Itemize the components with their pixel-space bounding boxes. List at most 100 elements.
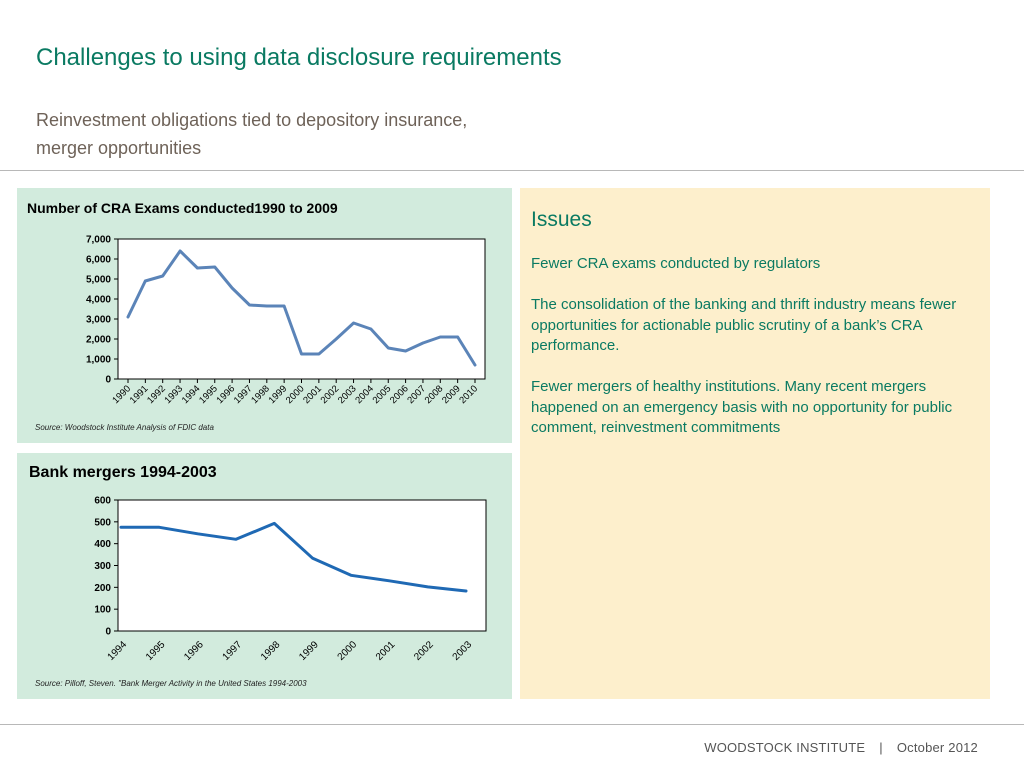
y-tick-label: 0	[105, 627, 111, 638]
x-tick-label: 2003	[336, 383, 359, 406]
x-tick-label: 1994	[106, 639, 130, 663]
x-tick-label: 2002	[412, 639, 436, 663]
y-tick-label: 1,000	[86, 355, 111, 366]
x-tick-label: 1990	[110, 383, 133, 406]
y-tick-label: 7,000	[86, 235, 111, 246]
data-point	[456, 335, 459, 339]
y-tick-label: 600	[94, 496, 111, 507]
x-tick-label: 1993	[162, 383, 185, 406]
data-point	[119, 526, 123, 529]
data-point	[317, 352, 321, 356]
data-point	[126, 315, 130, 319]
y-tick-label: 500	[94, 517, 111, 528]
y-tick-label: 5,000	[86, 275, 111, 286]
data-point	[311, 557, 314, 560]
page-subtitle: Reinvestment obligations tied to deposit…	[36, 106, 556, 162]
data-point	[144, 279, 147, 283]
x-tick-label: 1992	[145, 383, 168, 406]
x-tick-label: 2003	[451, 639, 475, 663]
bank-mergers-chart: 0 100 200 300 400 500 600 1994 1995 1996 1997 1998 1…	[94, 496, 487, 663]
issue-item: Fewer mergers of healthy institutions. M…	[531, 378, 953, 436]
x-tick-label: 1997	[221, 639, 245, 663]
data-point	[248, 303, 251, 307]
y-tick-label: 100	[94, 605, 111, 616]
x-tick-label: 1997	[232, 383, 255, 406]
x-tick-label: 2002	[319, 383, 342, 406]
data-point	[349, 574, 353, 577]
footer-date: October 2012	[896, 740, 978, 755]
x-tick-label: 2006	[388, 383, 411, 406]
footer-separator: |	[879, 740, 883, 755]
data-point	[161, 274, 164, 278]
data-point	[234, 538, 238, 541]
y-tick-label: 300	[94, 561, 111, 572]
data-point	[388, 579, 391, 582]
issues-heading: Issues	[531, 208, 592, 231]
data-point	[464, 589, 468, 593]
x-tick-label: 2004	[353, 383, 376, 406]
data-point	[421, 341, 425, 345]
data-point	[213, 265, 216, 269]
series-line	[119, 521, 468, 593]
x-tick-label: 2000	[336, 639, 360, 663]
x-tick-label: 2005	[371, 383, 394, 406]
data-point	[473, 363, 477, 367]
data-point	[196, 532, 199, 536]
issues-panel: Issues Fewer CRA exams conducted by regu…	[520, 188, 990, 699]
x-tick-label: 1998	[259, 639, 283, 663]
y-tick-label: 6,000	[86, 255, 111, 266]
x-tick-label: 1995	[144, 639, 168, 663]
footer-org: WOODSTOCK INSTITUTE	[704, 740, 866, 755]
data-point	[439, 335, 442, 339]
subtitle-line-2: merger opportunities	[36, 138, 202, 158]
x-tick-label: 2009	[440, 383, 463, 406]
y-tick-label: 4,000	[86, 295, 111, 306]
y-tick-label: 200	[94, 583, 111, 594]
x-tick-label: 1998	[249, 383, 272, 406]
y-tick-label: 0	[105, 375, 111, 386]
x-tick-label: 1996	[214, 383, 237, 406]
y-tick-label: 400	[94, 539, 111, 550]
data-point	[282, 304, 286, 308]
bank-mergers-chart-panel: Bank mergers 1994-2003 0 100 200 300 400 500 6…	[17, 453, 512, 699]
x-tick-label: 2001	[374, 639, 398, 663]
x-tick-label: 1996	[182, 639, 206, 663]
x-tick-label: 1999	[267, 383, 290, 406]
data-point	[369, 327, 373, 331]
data-point	[230, 286, 234, 290]
data-point	[335, 337, 338, 341]
data-point	[352, 321, 355, 325]
page-title: Challenges to using data disclosure requ…	[36, 44, 562, 71]
x-tick-label: 1999	[297, 639, 321, 663]
issue-item: Fewer CRA exams conducted by regulators	[531, 255, 821, 272]
y-tick-label: 2,000	[86, 335, 111, 346]
x-tick-label: 1995	[197, 383, 220, 406]
data-point	[404, 349, 407, 353]
x-tick-label: 2007	[405, 383, 428, 406]
bank-mergers-chart-source: Source: Pilloff, Steven. "Bank Merger Ac…	[35, 679, 307, 688]
x-tick-label: 2000	[284, 383, 307, 406]
data-point	[158, 526, 161, 529]
issues-body: Fewer CRA exams conducted by regulators …	[531, 254, 981, 459]
cra-exams-chart-title: Number of CRA Exams conducted1990 to 200…	[27, 200, 338, 216]
data-point	[265, 304, 268, 308]
cra-exams-chart-source: Source: Woodstock Institute Analysis of …	[35, 423, 214, 432]
y-tick-label: 3,000	[86, 315, 111, 326]
x-tick-label: 1994	[180, 383, 203, 406]
data-point	[387, 346, 390, 350]
data-point	[426, 585, 429, 589]
footer: WOODSTOCK INSTITUTE | October 2012	[704, 740, 978, 755]
plot-area	[117, 499, 487, 632]
x-tick-label: 2008	[423, 383, 446, 406]
footer-divider	[0, 724, 1024, 725]
cra-exams-chart-panel: Number of CRA Exams conducted1990 to 200…	[17, 188, 512, 443]
data-point	[196, 266, 199, 270]
plot-area	[117, 238, 486, 380]
bank-mergers-chart-title: Bank mergers 1994-2003	[29, 464, 217, 481]
x-tick-label: 2001	[301, 383, 324, 406]
header-divider	[0, 170, 1024, 171]
data-point	[273, 522, 276, 525]
data-point	[178, 249, 182, 253]
subtitle-line-1: Reinvestment obligations tied to deposit…	[36, 110, 468, 130]
issue-item: The consolidation of the banking and thr…	[531, 296, 957, 354]
